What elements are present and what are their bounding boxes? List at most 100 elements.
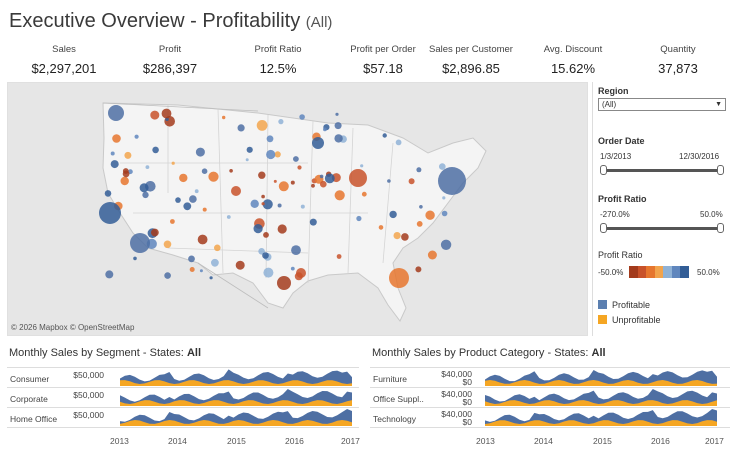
state-marker[interactable] xyxy=(278,181,289,192)
state-marker[interactable] xyxy=(222,115,226,120)
state-marker[interactable] xyxy=(300,204,305,209)
state-marker[interactable] xyxy=(290,180,295,185)
state-marker[interactable] xyxy=(320,180,327,188)
state-marker[interactable] xyxy=(179,173,188,183)
segment-sparklines[interactable] xyxy=(120,367,352,429)
state-marker[interactable] xyxy=(201,168,208,174)
state-marker[interactable] xyxy=(226,215,231,219)
state-marker[interactable] xyxy=(142,191,149,199)
state-marker[interactable] xyxy=(231,186,241,196)
kpi-profit-per-order[interactable]: Profit per Order $57.18 xyxy=(323,44,443,76)
segment-corporate-area[interactable] xyxy=(120,389,352,406)
state-marker[interactable] xyxy=(164,272,171,279)
us-map-canvas[interactable] xyxy=(8,83,588,336)
state-marker[interactable] xyxy=(258,171,266,179)
state-marker[interactable] xyxy=(161,108,172,119)
state-marker[interactable] xyxy=(395,139,402,146)
profit-map[interactable]: © 2026 Mapbox © OpenStreetMap xyxy=(7,82,588,336)
state-marker[interactable] xyxy=(130,233,150,253)
state-marker[interactable] xyxy=(256,120,268,131)
state-marker[interactable] xyxy=(150,110,160,120)
kpi-profit-ratio[interactable]: Profit Ratio 12.5% xyxy=(218,44,338,76)
region-dropdown[interactable]: (All) ▼ xyxy=(598,98,726,111)
state-marker[interactable] xyxy=(334,134,343,143)
state-marker[interactable] xyxy=(393,232,401,240)
profit-ratio-min-handle[interactable] xyxy=(600,223,607,233)
legend-profitable[interactable]: Profitable xyxy=(598,300,650,310)
state-marker[interactable] xyxy=(278,119,284,125)
state-marker[interactable] xyxy=(299,114,305,120)
state-marker[interactable] xyxy=(296,268,306,278)
state-marker[interactable] xyxy=(387,179,391,183)
state-marker[interactable] xyxy=(263,232,269,238)
state-marker[interactable] xyxy=(442,196,446,200)
state-marker[interactable] xyxy=(250,199,259,208)
state-marker[interactable] xyxy=(152,146,159,154)
state-marker[interactable] xyxy=(408,178,415,185)
state-marker[interactable] xyxy=(266,149,276,160)
state-marker[interactable] xyxy=(277,276,291,290)
state-marker[interactable] xyxy=(427,250,437,260)
state-marker[interactable] xyxy=(324,173,335,184)
kpi-quantity[interactable]: Quantity 37,873 xyxy=(618,44,736,76)
state-marker[interactable] xyxy=(195,147,205,157)
state-marker[interactable] xyxy=(194,189,199,194)
state-marker[interactable] xyxy=(237,124,245,132)
state-marker[interactable] xyxy=(209,276,213,280)
state-marker[interactable] xyxy=(105,270,114,279)
state-marker[interactable] xyxy=(360,164,364,168)
state-marker[interactable] xyxy=(163,240,172,249)
state-marker[interactable] xyxy=(110,151,115,156)
segment-home-office-area[interactable] xyxy=(120,409,352,426)
state-marker[interactable] xyxy=(336,254,342,259)
state-marker[interactable] xyxy=(189,267,195,272)
state-marker[interactable] xyxy=(261,194,265,199)
order-date-slider[interactable] xyxy=(600,165,724,175)
state-marker[interactable] xyxy=(290,266,295,271)
state-marker[interactable] xyxy=(199,269,203,273)
state-marker[interactable] xyxy=(99,202,121,224)
state-marker[interactable] xyxy=(441,210,448,217)
state-marker[interactable] xyxy=(183,202,192,211)
state-marker[interactable] xyxy=(110,160,119,169)
state-marker[interactable] xyxy=(335,112,339,116)
state-marker[interactable] xyxy=(133,256,137,261)
state-marker[interactable] xyxy=(291,245,301,256)
category-sparklines[interactable] xyxy=(485,367,717,429)
state-marker[interactable] xyxy=(273,179,277,183)
state-marker[interactable] xyxy=(258,248,265,255)
state-marker[interactable] xyxy=(389,210,397,219)
state-marker[interactable] xyxy=(277,224,287,234)
state-marker[interactable] xyxy=(211,258,219,267)
profit-ratio-max-handle[interactable] xyxy=(717,223,724,233)
state-marker[interactable] xyxy=(108,105,124,121)
state-marker[interactable] xyxy=(415,266,422,273)
state-marker[interactable] xyxy=(334,122,342,130)
state-marker[interactable] xyxy=(438,167,466,195)
state-marker[interactable] xyxy=(170,219,175,224)
category-furniture-area[interactable] xyxy=(485,370,717,386)
state-marker[interactable] xyxy=(229,169,233,173)
state-marker[interactable] xyxy=(175,197,181,203)
state-marker[interactable] xyxy=(120,176,129,186)
state-marker[interactable] xyxy=(382,133,387,138)
state-marker[interactable] xyxy=(253,224,263,234)
state-marker[interactable] xyxy=(266,135,274,143)
state-marker[interactable] xyxy=(425,210,435,220)
state-marker[interactable] xyxy=(311,183,315,188)
state-marker[interactable] xyxy=(235,260,245,270)
state-marker[interactable] xyxy=(112,134,121,143)
state-marker[interactable] xyxy=(277,203,282,208)
state-marker[interactable] xyxy=(145,165,150,169)
state-marker[interactable] xyxy=(439,163,446,170)
kpi-sales-per-customer[interactable]: Sales per Customer $2,896.85 xyxy=(411,44,531,76)
state-marker[interactable] xyxy=(334,190,345,201)
category-office-supplies-area[interactable] xyxy=(485,389,717,406)
state-marker[interactable] xyxy=(246,146,253,153)
kpi-avg-discount[interactable]: Avg. Discount 15.62% xyxy=(513,44,633,76)
state-marker[interactable] xyxy=(293,156,299,162)
legend-unprofitable[interactable]: Unprofitable xyxy=(598,315,661,325)
state-marker[interactable] xyxy=(151,228,159,237)
category-technology-area[interactable] xyxy=(485,409,717,426)
state-marker[interactable] xyxy=(188,255,195,263)
